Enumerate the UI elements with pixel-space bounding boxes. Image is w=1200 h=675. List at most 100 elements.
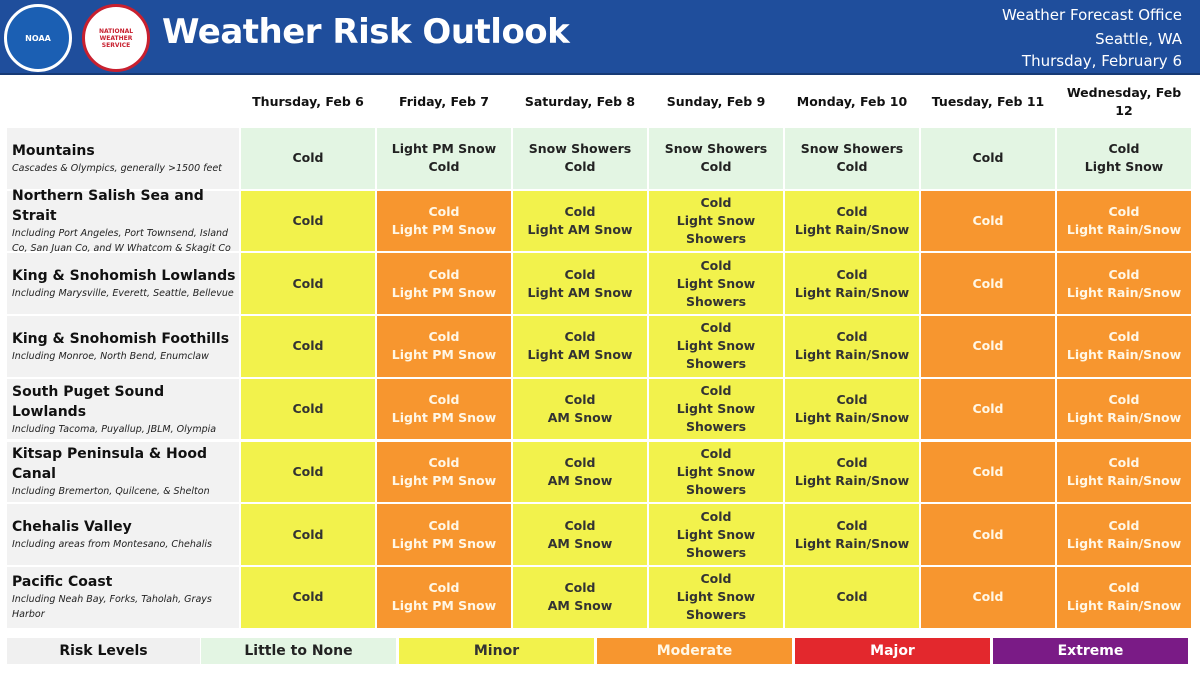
forecast-text: Cold bbox=[292, 526, 324, 542]
region-name: Kitsap Peninsula & Hood Canal bbox=[12, 446, 207, 483]
logo-text: NOAA bbox=[25, 33, 51, 43]
risk-cell: Cold bbox=[241, 504, 375, 565]
risk-cell: Cold Light Rain/Snow bbox=[785, 378, 919, 440]
risk-cell: Cold bbox=[921, 253, 1055, 315]
day-header: Thursday, Feb 6 bbox=[252, 94, 364, 109]
region-cell: Kitsap Peninsula & Hood Canal Including B… bbox=[7, 441, 239, 503]
forecast-text: Cold bbox=[972, 213, 1004, 229]
forecast-text: Light Snow Showers bbox=[676, 526, 756, 560]
forecast-text: Snow Showers bbox=[800, 141, 904, 157]
forecast-text: Light Rain/Snow bbox=[1066, 284, 1182, 300]
risk-cell: Cold bbox=[921, 566, 1055, 628]
risk-cell: Cold Light Rain/Snow bbox=[785, 253, 919, 315]
risk-cell: Light PM Snow Cold bbox=[377, 128, 511, 189]
risk-cell: Cold Light PM Snow bbox=[377, 504, 511, 565]
risk-cell: Cold bbox=[921, 128, 1055, 189]
forecast-text: Light Snow bbox=[1084, 159, 1164, 175]
noaa-logo: NOAA bbox=[4, 4, 72, 72]
forecast-text: Cold bbox=[972, 150, 1004, 166]
risk-cell: Cold bbox=[241, 316, 375, 377]
forecast-text: Light AM Snow bbox=[527, 347, 633, 363]
region-name: King & Snohomish Lowlands bbox=[12, 268, 236, 285]
forecast-text: Light PM Snow bbox=[391, 222, 497, 238]
region-name: Mountains bbox=[12, 142, 95, 159]
forecast-text: Light PM Snow bbox=[391, 535, 497, 551]
forecast-text: Light Rain/Snow bbox=[1066, 347, 1182, 363]
forecast-text: Cold bbox=[700, 159, 732, 175]
forecast-text: Light Snow Showers bbox=[676, 401, 756, 435]
risk-cell: Cold Light Snow Showers bbox=[649, 253, 783, 315]
forecast-text: Cold bbox=[292, 275, 324, 291]
forecast-text: Cold bbox=[836, 266, 868, 282]
region-name: South Puget Sound Lowlands bbox=[12, 383, 165, 420]
forecast-text: Cold bbox=[1108, 454, 1140, 470]
risk-cell: Cold Light PM Snow bbox=[377, 316, 511, 377]
forecast-text: Cold bbox=[972, 526, 1004, 542]
day-header: Wednesday, Feb 12 bbox=[1066, 85, 1182, 118]
region-name: King & Snohomish Foothills bbox=[12, 330, 230, 347]
forecast-text: Cold bbox=[292, 401, 324, 417]
risk-cell: Cold bbox=[241, 378, 375, 440]
forecast-text: Light Rain/Snow bbox=[794, 284, 910, 300]
forecast-text: Light Snow Showers bbox=[676, 338, 756, 372]
risk-cell: Cold Light PM Snow bbox=[377, 441, 511, 503]
risk-cell: Snow Showers Cold bbox=[785, 128, 919, 189]
risk-cell: Cold Light PM Snow bbox=[377, 253, 511, 315]
forecast-text: Cold bbox=[292, 589, 324, 605]
risk-cell: Cold AM Snow bbox=[513, 504, 647, 565]
forecast-text: Cold bbox=[1108, 580, 1140, 596]
region-name: Chehalis Valley bbox=[12, 519, 132, 536]
forecast-text: Cold bbox=[1108, 517, 1140, 533]
forecast-text: Light Rain/Snow bbox=[794, 472, 910, 488]
risk-cell: Cold Light Snow Showers bbox=[649, 504, 783, 565]
legend-level: Major bbox=[795, 638, 990, 664]
forecast-text: Cold bbox=[700, 571, 732, 587]
forecast-text: Snow Showers bbox=[664, 141, 768, 157]
risk-cell: Cold bbox=[921, 190, 1055, 252]
forecast-text: Cold bbox=[972, 589, 1004, 605]
forecast-text: Light Snow Showers bbox=[676, 275, 756, 309]
forecast-text: Cold bbox=[700, 508, 732, 524]
forecast-text: Cold bbox=[1108, 141, 1140, 157]
risk-cell: Cold bbox=[785, 566, 919, 628]
forecast-text: Cold bbox=[564, 329, 596, 345]
forecast-text: Light Rain/Snow bbox=[1066, 472, 1182, 488]
forecast-text: Light Rain/Snow bbox=[1066, 535, 1182, 551]
forecast-text: Cold bbox=[700, 195, 732, 211]
forecast-text: Cold bbox=[564, 392, 596, 408]
forecast-text: AM Snow bbox=[547, 410, 613, 426]
region-note: Cascades & Olympics, generally >1500 fee… bbox=[12, 162, 222, 174]
region-cell: King & Snohomish Lowlands Including Marys… bbox=[7, 253, 239, 315]
forecast-text: Cold bbox=[700, 257, 732, 273]
forecast-text: Light PM Snow bbox=[391, 284, 497, 300]
forecast-text: Light Rain/Snow bbox=[1066, 410, 1182, 426]
risk-cell: Cold AM Snow bbox=[513, 566, 647, 628]
risk-cell: Cold Light Snow Showers bbox=[649, 190, 783, 252]
forecast-text: Cold bbox=[292, 463, 324, 479]
risk-cell: Snow Showers Cold bbox=[649, 128, 783, 189]
forecast-text: Light Rain/Snow bbox=[794, 222, 910, 238]
risk-cell: Cold Light PM Snow bbox=[377, 566, 511, 628]
region-cell: South Puget Sound Lowlands Including Taco… bbox=[7, 378, 239, 440]
forecast-text: Cold bbox=[564, 204, 596, 220]
risk-cell: Cold Light Rain/Snow bbox=[1057, 504, 1191, 565]
forecast-text: Light Rain/Snow bbox=[1066, 598, 1182, 614]
region-note: Including Neah Bay, Forks, Taholah, Gray… bbox=[12, 594, 212, 621]
risk-cell: Cold Light Rain/Snow bbox=[1057, 190, 1191, 252]
forecast-text: Snow Showers bbox=[528, 141, 632, 157]
forecast-text: Cold bbox=[972, 275, 1004, 291]
region-cell: Mountains Cascades & Olympics, generally … bbox=[7, 128, 239, 189]
region-name: Northern Salish Sea and Strait bbox=[12, 188, 204, 225]
forecast-text: Cold bbox=[1108, 266, 1140, 282]
forecast-text: Light Rain/Snow bbox=[794, 410, 910, 426]
forecast-text: Light Snow Showers bbox=[676, 213, 756, 247]
legend-level: Extreme bbox=[993, 638, 1188, 664]
forecast-text: Cold bbox=[1108, 204, 1140, 220]
risk-cell: Cold bbox=[241, 566, 375, 628]
risk-cell: Cold Light Rain/Snow bbox=[785, 190, 919, 252]
forecast-text: Cold bbox=[564, 580, 596, 596]
risk-cell: Cold Light Rain/Snow bbox=[1057, 441, 1191, 503]
forecast-text: Light Snow Showers bbox=[676, 463, 756, 497]
risk-cell: Cold Light PM Snow bbox=[377, 378, 511, 440]
forecast-text: Cold bbox=[428, 329, 460, 345]
